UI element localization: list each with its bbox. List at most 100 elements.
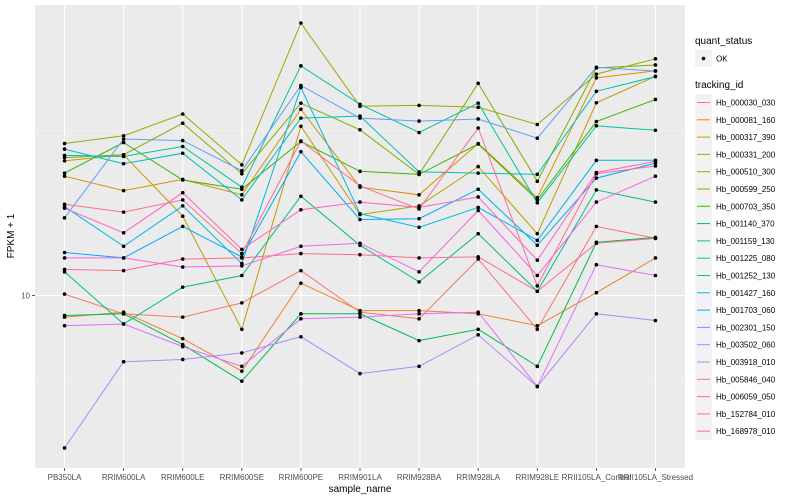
- data-point: [653, 256, 658, 260]
- data-point: [594, 100, 599, 105]
- data-point: [653, 63, 658, 67]
- data-point: [535, 384, 540, 389]
- data-point: [417, 193, 421, 197]
- data-point: [121, 244, 126, 249]
- data-point: [180, 285, 185, 289]
- data-point: [240, 351, 244, 355]
- data-point: [535, 231, 540, 236]
- data-point: [476, 195, 480, 199]
- data-point: [121, 161, 126, 166]
- data-point: [358, 241, 362, 246]
- data-point: [594, 312, 599, 316]
- data-point: [417, 256, 421, 260]
- data-point: [299, 207, 303, 212]
- data-point: [535, 172, 540, 177]
- x-tick-label: RRIM928LE: [515, 473, 559, 482]
- data-point: [240, 247, 244, 252]
- data-point: [62, 141, 67, 146]
- data-point: [299, 194, 303, 199]
- data-point: [535, 238, 540, 243]
- data-point: [180, 178, 185, 182]
- data-point: [594, 200, 599, 204]
- data-point: [653, 273, 658, 278]
- data-point: [417, 312, 421, 316]
- legend-label-ok: OK: [716, 55, 728, 64]
- data-point: [358, 116, 362, 120]
- data-point: [299, 124, 303, 129]
- data-point: [299, 251, 303, 256]
- legend-label: Hb_002301_150: [716, 323, 776, 332]
- data-point: [594, 124, 599, 128]
- data-point: [653, 97, 658, 102]
- data-point: [417, 216, 421, 221]
- data-point: [476, 105, 480, 110]
- data-point: [299, 317, 303, 321]
- data-point: [476, 327, 480, 332]
- data-point: [299, 268, 303, 273]
- data-point: [121, 230, 126, 235]
- data-point: [121, 140, 126, 145]
- legend-label: Hb_000510_300: [716, 168, 776, 177]
- data-point: [299, 83, 303, 88]
- data-point: [240, 171, 244, 176]
- data-point: [299, 244, 303, 249]
- data-point: [594, 89, 599, 94]
- legend-point-ok-icon: [701, 56, 706, 61]
- data-point: [653, 200, 658, 204]
- data-point: [358, 252, 362, 257]
- data-point: [180, 315, 185, 319]
- data-point: [417, 207, 421, 211]
- data-point: [121, 359, 126, 364]
- data-point: [240, 301, 244, 305]
- data-point: [594, 158, 599, 163]
- data-point: [180, 336, 185, 341]
- x-tick-label: RRIM600SE: [220, 473, 264, 482]
- x-tick-label: RRII105LA_Control: [562, 473, 632, 482]
- data-point: [653, 159, 658, 164]
- data-point: [180, 151, 185, 156]
- legend-label: Hb_006059_050: [716, 393, 776, 402]
- data-point: [358, 312, 362, 316]
- legend-label: Hb_000030_030: [716, 99, 776, 108]
- y-tick-label: 10: [21, 292, 30, 301]
- data-point: [121, 133, 126, 138]
- data-point: [417, 103, 421, 108]
- x-tick-label: RRIM600LE: [161, 473, 205, 482]
- data-point: [180, 357, 185, 362]
- data-point: [358, 200, 362, 204]
- data-point: [358, 371, 362, 376]
- data-point: [417, 364, 421, 369]
- legend-title-quant-status: quant_status: [695, 36, 752, 47]
- data-point: [62, 171, 67, 175]
- data-point: [180, 344, 185, 349]
- data-point: [476, 231, 480, 236]
- data-point: [121, 154, 126, 159]
- data-point: [476, 117, 480, 121]
- data-point: [594, 119, 599, 124]
- legend-title-tracking-id: tracking_id: [695, 80, 743, 91]
- data-point: [653, 69, 658, 73]
- data-point: [476, 126, 480, 130]
- data-point: [653, 318, 658, 323]
- data-point: [299, 107, 303, 112]
- data-point: [417, 317, 421, 321]
- x-tick-label: RRIM928BA: [397, 473, 442, 482]
- data-point: [62, 202, 67, 207]
- data-point: [180, 265, 185, 269]
- legend: quant_status OK tracking_id Hb_000030_03…: [695, 36, 776, 440]
- data-point: [180, 121, 185, 126]
- data-point: [240, 256, 244, 260]
- data-point: [653, 236, 658, 241]
- data-point: [535, 243, 540, 248]
- data-point: [476, 142, 480, 146]
- legend-items: Hb_000030_030 Hb_000081_160 Hb_000317_390 H…: [695, 94, 776, 440]
- data-point: [240, 369, 244, 373]
- data-point: [240, 379, 244, 383]
- data-point: [299, 334, 303, 339]
- data-point: [121, 268, 126, 273]
- data-point: [535, 136, 540, 140]
- legend-label: Hb_152784_010: [716, 410, 776, 419]
- data-point: [180, 204, 185, 208]
- data-point: [476, 205, 480, 210]
